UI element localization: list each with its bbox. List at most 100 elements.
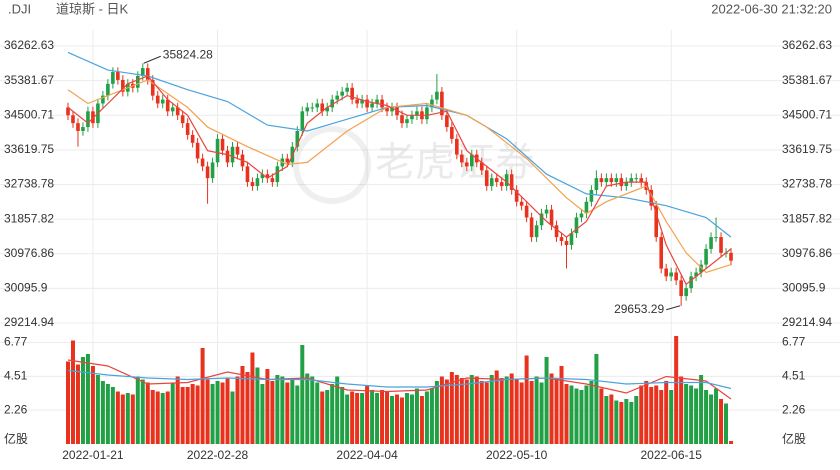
candle-body [91,111,95,124]
volume-bar [140,379,145,444]
volume-bar [534,376,539,444]
ma-line [67,359,732,400]
y-tick-label: 4.51 [782,369,806,383]
symbol: .DJI [8,1,31,16]
volume-bar [360,393,365,444]
candle-body [425,107,429,120]
ma-line [67,51,732,238]
candle-body [679,280,683,297]
ma-line [67,79,732,274]
volume-bar [404,393,409,444]
candle-body [674,272,678,281]
candle-body [265,174,270,179]
candle-body [390,107,394,112]
volume-bar [135,376,140,444]
candle-body [300,111,305,131]
volume-bar [729,441,733,444]
volume-bar [409,394,414,444]
volume-bar [175,376,180,444]
volume-bar [85,354,90,444]
volume-bar [310,376,315,444]
x-tick-label: 2022-05-10 [486,448,548,462]
y-tick-label: 33619.75 [4,142,54,156]
volume-bar [200,348,205,444]
volume-bar [719,399,724,444]
volume-bar [439,376,444,444]
x-tick-label: 2022-01-21 [62,448,124,462]
volume-bar [300,345,305,444]
candle-body [111,72,115,84]
volume-bar [609,394,614,444]
candle-body [554,225,559,238]
volume-bar [375,393,380,444]
volume-bar [529,381,534,444]
y-tick-label: 6.77 [4,335,28,349]
volume-bar [250,352,255,444]
candle-body [101,95,105,104]
candle-body [699,264,703,273]
volume-bar [519,382,524,444]
candle-body [544,209,549,214]
volume-bar [579,390,584,444]
volume-bar [584,385,589,444]
candle-body [200,158,205,167]
candle-body [81,127,85,131]
volume-bar [90,366,95,444]
candle-body [360,99,364,104]
y-tick-label: 36262.63 [4,38,54,52]
volume-bar [325,390,330,444]
candle-body [335,95,339,100]
candle-body [340,91,344,96]
volume-bar [649,387,654,444]
volume-bar [489,375,494,444]
candle-body [185,123,190,135]
datetime: 2022-06-30 21:32:20 [711,1,832,16]
volume-bar [499,378,504,444]
watermark-logo [293,126,371,204]
chart-name: 道琼斯 - 日K [56,1,129,16]
volume-bar [479,381,484,444]
volume-bar [105,384,110,444]
volume-bar [220,382,225,444]
candle-body [370,103,374,108]
candle-body [380,99,384,108]
annotation-line [143,55,161,64]
volume-bar [549,373,554,444]
volume-bar [230,391,235,444]
volume-bar [165,391,170,444]
y-tick-label: 32738.78 [782,177,832,191]
candle-body [450,127,454,139]
candle-body [659,237,664,269]
candle-body [709,237,713,249]
volume-bar [634,396,639,444]
volume-bar [210,384,215,444]
volume-bar [699,375,704,444]
volume-bar [100,381,105,444]
volume-bar [80,357,85,444]
volume-bar [205,379,210,444]
volume-bar [494,370,499,444]
candle-body [210,162,215,179]
candle-body [190,134,195,143]
candle-body [574,217,579,234]
volume-bar [130,394,135,444]
y-tick-label: 33619.75 [782,142,832,156]
candle-body [460,154,464,163]
y-tick-label: 30095.9 [782,281,826,295]
volume-bar [180,387,185,444]
volume-bar [539,382,544,444]
candle-body [121,79,125,92]
candle-body [614,178,619,183]
volume-bar [365,385,370,444]
volume-bar [185,387,190,444]
candle-body [150,79,155,96]
volume-bar [125,393,130,444]
volume-bar [714,388,719,444]
y-tick-label: 2.26 [4,402,28,416]
volume-bar [554,378,559,444]
volume-bar [684,384,689,444]
candle-body [195,142,200,159]
candle-body [215,138,220,163]
candle-body [310,107,315,109]
volume-bar [280,376,285,444]
